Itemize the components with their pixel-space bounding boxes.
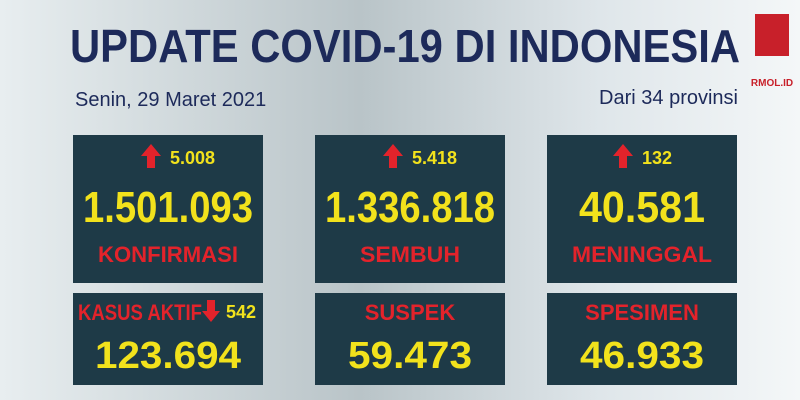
value: 40.581 xyxy=(579,183,705,232)
card xyxy=(73,135,263,283)
change: 132 xyxy=(642,148,672,168)
label: SUSPEK xyxy=(365,300,456,325)
value: 1.336.818 xyxy=(325,183,495,232)
change: 5.418 xyxy=(412,148,457,168)
change: 542 xyxy=(226,302,256,322)
label: MENINGGAL xyxy=(572,242,712,267)
down-arrow xyxy=(202,300,220,322)
card xyxy=(73,293,263,385)
card xyxy=(547,293,737,385)
logo-icon xyxy=(755,14,789,56)
card xyxy=(315,135,505,283)
up-arrow xyxy=(613,144,633,168)
label: KONFIRMASI xyxy=(98,242,238,267)
up-arrow xyxy=(383,144,403,168)
date: Senin, 29 Maret 2021 xyxy=(75,89,266,111)
value: 1.501.093 xyxy=(83,183,253,232)
value: 123.694 xyxy=(95,335,241,377)
logo-text: RMOL.ID xyxy=(751,78,793,89)
card xyxy=(315,293,505,385)
value: 46.933 xyxy=(580,335,704,377)
title: UPDATE COVID-19 DI INDONESIA xyxy=(70,20,740,72)
change: 5.008 xyxy=(170,148,215,168)
label: SEMBUH xyxy=(360,242,460,267)
card xyxy=(547,135,737,283)
label: SPESIMEN xyxy=(585,300,699,325)
up-arrow xyxy=(141,144,161,168)
value: 59.473 xyxy=(348,335,472,377)
note: Dari 34 provinsi xyxy=(599,87,738,109)
label: KASUS AKTIF xyxy=(78,300,202,325)
cards: 5.008 1.501.093 KONFIRMASI 5.418 1.336.8… xyxy=(73,135,737,385)
